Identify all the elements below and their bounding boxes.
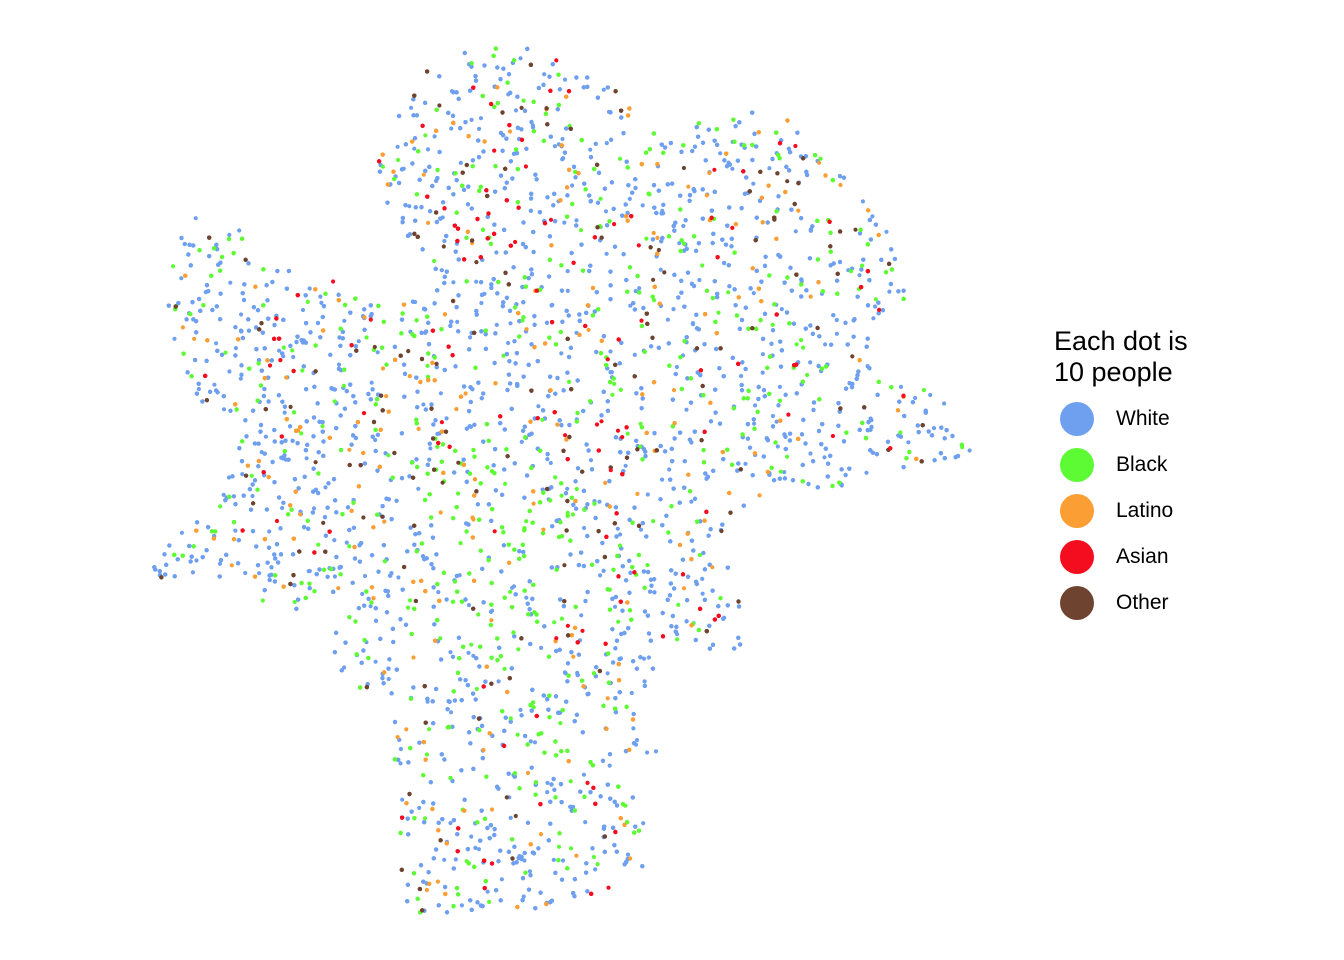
legend-item-other: Other [1054, 580, 1188, 626]
dots-asian [203, 58, 906, 897]
legend-key-black [1060, 448, 1094, 482]
legend-item-black: Black [1054, 442, 1188, 488]
legend-label: White [1116, 407, 1170, 430]
dots-other [159, 62, 925, 913]
legend-label: Black [1116, 453, 1168, 476]
dots-black [171, 46, 965, 915]
dots-latino [180, 85, 919, 910]
legend-label: Latino [1116, 499, 1174, 522]
legend-title: Each dot is 10 people [1054, 326, 1188, 387]
legend-item-white: White [1054, 396, 1188, 442]
legend-key-asian [1060, 540, 1094, 574]
legend-key-white [1060, 402, 1094, 436]
dots-white [152, 46, 972, 915]
legend-key-latino [1060, 494, 1094, 528]
legend-label: Asian [1116, 545, 1169, 568]
legend-item-asian: Asian [1054, 534, 1188, 580]
legend-label: Other [1116, 591, 1169, 614]
legend-item-latino: Latino [1054, 488, 1188, 534]
legend-key-other [1060, 586, 1094, 620]
legend: Each dot is 10 people White Black Latino… [1054, 326, 1188, 626]
